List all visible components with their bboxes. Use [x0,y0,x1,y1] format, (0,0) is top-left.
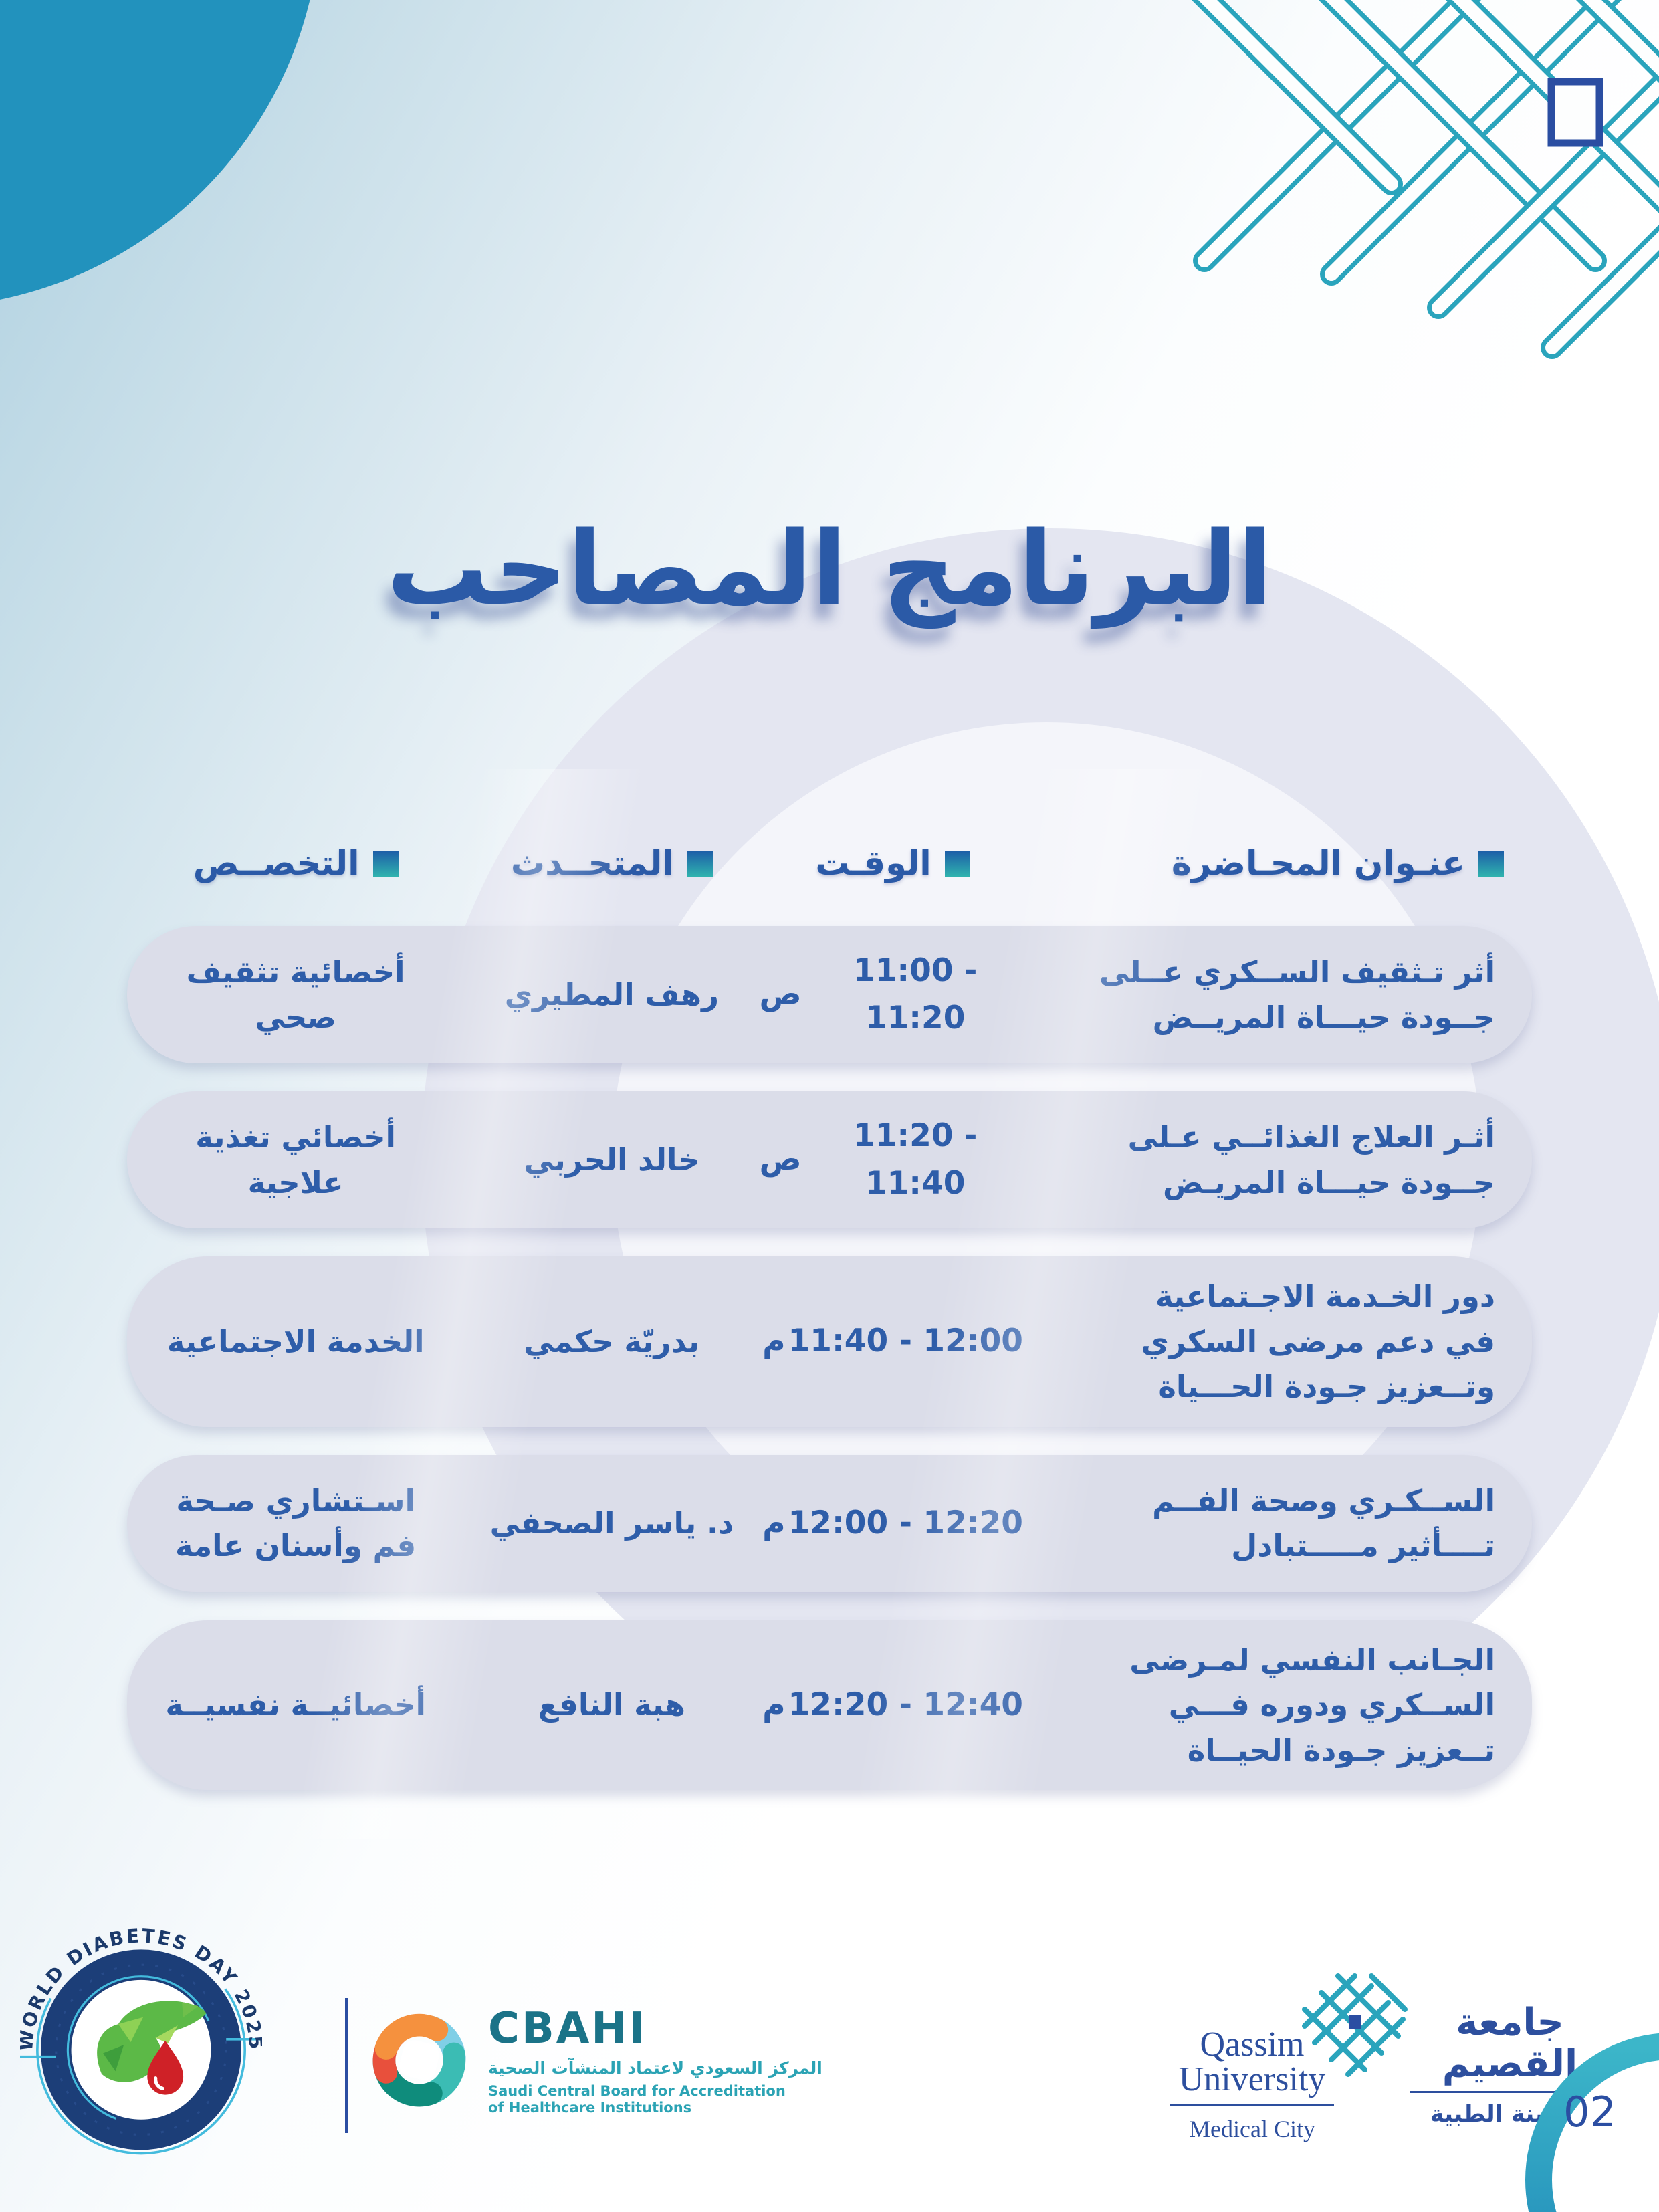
column-header-specialty: التخصــص [127,844,464,883]
speaker-name: خالد الحربي [524,1141,700,1178]
lecture-time: ص 11:20 - 11:40 [759,1113,1026,1207]
speaker-specialty: اسـتشاري صـحة فم وأسنان عامة [175,1482,417,1564]
header-bullet-icon [687,851,713,877]
qassim-underline [1170,2104,1334,2106]
time-period: م [762,1504,786,1541]
column-header-label: التخصــص [193,844,360,883]
lecture-title: أثر تـثقيف الســكري عــلى جــودة حيـــاة… [1099,954,1495,1035]
cbahi-arabic-name: المركز السعودي لاعتماد المنشآت الصحية [488,2058,822,2078]
time-range: 12:00 - 12:20 [788,1504,1023,1541]
speaker-name: هبة النافع [538,1687,686,1723]
lecture-time: م 12:20 - 12:40 [759,1682,1026,1729]
table-header-row: عنـوان المحـاضرة الوقـت المتحــدث التخصـ… [127,844,1532,883]
world-diabetes-day-logo: WORLD DIABETES DAY 2025 [20,1924,262,2155]
speaker-specialty: الخدمة الاجتماعية [167,1323,425,1359]
cbahi-name: CBAHI [488,2004,647,2054]
time-range: 11:20 - 11:40 [853,1117,978,1202]
cbahi-icon [372,2013,466,2107]
table-row: الســكـري وصحة الفــم تــــأثير مـــــتب… [127,1454,1532,1592]
column-header-time: الوقـت [759,844,1026,883]
square-icon [1547,78,1603,147]
cbahi-english-name: Saudi Central Board for Accreditation of… [488,2083,786,2116]
table-row: أثر تـثقيف الســكري عــلى جــودة حيـــاة… [127,926,1532,1063]
speaker-name: رهف المطيري [504,976,719,1012]
time-period: ص [759,1141,802,1178]
column-header-lecture-title: عنـوان المحـاضرة [1026,844,1532,883]
column-header-speaker: المتحــدث [464,844,759,883]
column-header-label: المتحــدث [510,844,674,883]
header-bullet-icon [944,851,970,877]
header-bullet-icon [372,851,399,877]
qassim-medical-city-en: Medical City [1189,2116,1315,2142]
qassim-underline [1410,2091,1610,2094]
lecture-title: الجـانب النفسي لمـرضى الســكري ودوره فــ… [1129,1642,1495,1768]
blood-drop-icon [147,2040,184,2095]
lecture-title: أثـر العلاج الغذائــي عـلى جــودة حيـــا… [1127,1119,1495,1200]
lecture-title: دور الخـدمة الاجـتماعية في دعم مرضى السك… [1141,1279,1496,1404]
page-number: 02 [1563,2088,1616,2136]
lecture-time: ص 11:00 - 11:20 [759,948,1026,1042]
time-range: 11:40 - 12:00 [788,1323,1023,1359]
time-period: م [762,1323,786,1359]
header-bullet-icon [1478,851,1504,877]
square-icon [1349,2015,1361,2029]
table-row: أثـر العلاج الغذائــي عـلى جــودة حيـــا… [127,1091,1532,1228]
lecture-title: الســكـري وصحة الفــم تــــأثير مـــــتب… [1152,1482,1495,1564]
speaker-name: د. ياسر الصحفي [489,1505,734,1541]
speaker-name: بدريّة حكمي [524,1323,700,1359]
pancreas-icon [97,2001,206,2082]
table-row: دور الخـدمة الاجـتماعية في دعم مرضى السك… [127,1256,1532,1427]
cbahi-logo: CBAHI المركز السعودي لاعتماد المنشآت الص… [366,2007,822,2116]
table-row: الجـانب النفسي لمـرضى الســكري ودوره فــ… [127,1620,1532,1790]
lecture-time: م 11:40 - 12:00 [759,1318,1026,1365]
lattice-pattern-decoration [1191,0,1659,359]
program-table: عنـوان المحـاضرة الوقـت المتحــدث التخصـ… [127,844,1532,1790]
speaker-specialty: أخصائية تثقيف صحي [186,954,405,1035]
time-range: 11:00 - 11:20 [853,952,978,1036]
page-title: البرنامج المصاحب [386,509,1273,628]
speaker-specialty: أخصائي تغذية علاجية [195,1119,396,1200]
time-period: م [762,1686,786,1723]
footer-divider [345,1998,348,2133]
corner-circle-decoration [0,0,321,308]
column-header-label: عنـوان المحـاضرة [1171,844,1465,883]
time-period: ص [759,976,802,1013]
column-header-label: الوقـت [815,844,931,883]
qassim-lattice-icon [1302,1973,1408,2077]
lecture-time: م 12:00 - 12:20 [759,1500,1026,1547]
speaker-specialty: أخصائيــة نفسيــة [165,1687,426,1723]
qassim-name-en: Qassim University Medical City [1170,2027,1334,2143]
qassim-university-logo: Qassim University Medical City جامعة الق… [1170,1973,1612,2143]
page-number-ring [1525,2033,1659,2212]
time-range: 12:20 - 12:40 [788,1686,1023,1723]
